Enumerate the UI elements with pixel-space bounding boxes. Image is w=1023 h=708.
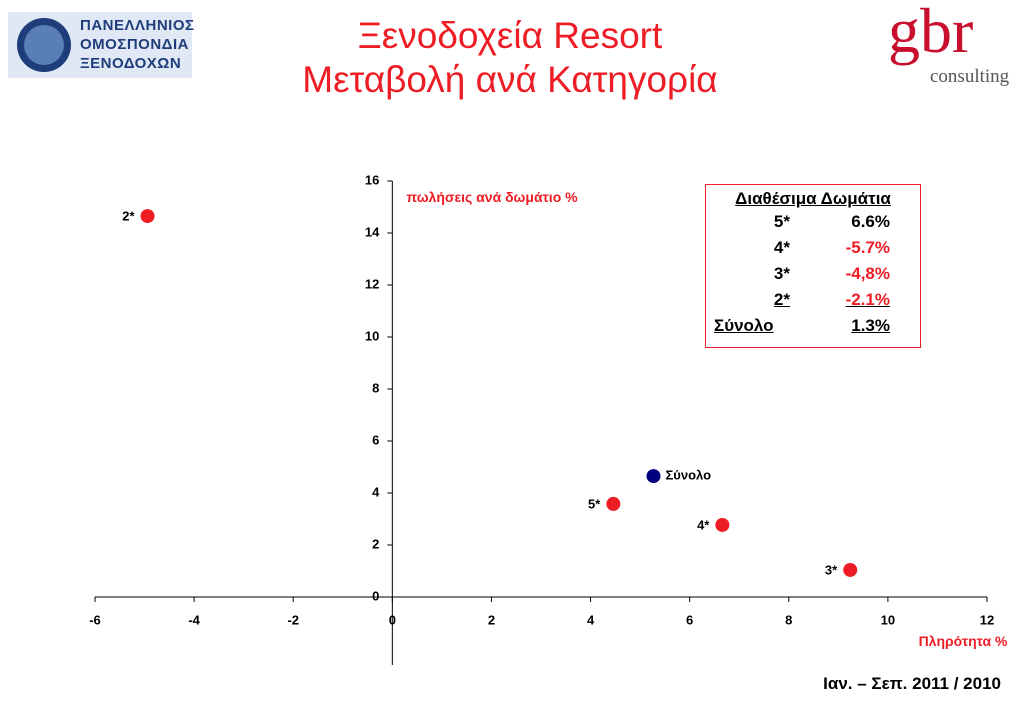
title-block: Ξενοδοχεία Resort Μεταβολή ανά Κατηγορία — [200, 14, 820, 102]
y-tick-label: 10 — [365, 328, 379, 343]
y-axis-label: πωλήσεις ανά δωμάτιο % — [406, 189, 578, 205]
table-label: 5* — [773, 212, 790, 231]
table-value: -2.1% — [845, 290, 890, 309]
table-label: Σύνολο — [714, 316, 774, 335]
logo-line: ΞΕΝΟΔΟΧΩΝ — [80, 55, 182, 72]
table-value: 6.6% — [851, 212, 890, 231]
logo-mark: gbr — [888, 0, 974, 66]
x-tick-label: -2 — [287, 612, 299, 627]
y-tick-label: 2 — [372, 536, 379, 551]
x-tick-label: 0 — [389, 612, 396, 627]
point-label: Σύνολο — [665, 468, 711, 483]
y-tick-label: 12 — [365, 276, 379, 291]
x-tick-label: 2 — [488, 612, 495, 627]
y-tick-label: 4 — [372, 484, 380, 499]
table-row: 4* -5.7% — [706, 235, 920, 261]
y-tick-label: 0 — [372, 588, 379, 603]
table-row: Σύνολο 1.3% — [706, 313, 920, 339]
table-label: 2* — [773, 290, 790, 309]
table: Διαθέσιμα Δωμάτια 5* 6.6% 4* -5.7% 3* -4,8% 2*… — [705, 184, 921, 348]
table-label: 4* — [773, 238, 790, 257]
table-row: 5* 6.6% — [706, 209, 920, 235]
x-tick-label: 12 — [980, 612, 994, 627]
logo-text: ΠΑΝΕΛΛΗΝΙΟΣ ΟΜΟΣΠΟΝΔΙΑ ΞΕΝΟΔΟΧΩΝ — [80, 16, 195, 73]
logo-sub: consulting — [930, 66, 1010, 87]
table-value: -5.7% — [845, 238, 890, 257]
point-label: 2* — [122, 209, 135, 224]
point — [715, 517, 730, 532]
chart-title: Ξενοδοχεία Resort — [357, 15, 663, 56]
footer: Ιαν. – Σεπ. 2011 / 2010 — [823, 674, 1001, 693]
x-tick-label: -4 — [188, 612, 200, 627]
table-label: 3* — [773, 264, 790, 283]
x-tick-label: -6 — [89, 612, 101, 627]
point — [646, 469, 661, 484]
logo-line: ΟΜΟΣΠΟΝΔΙΑ — [80, 36, 189, 53]
point-label: 4* — [697, 517, 710, 532]
x-tick-label: 6 — [686, 612, 693, 627]
y-tick-label: 6 — [372, 432, 379, 447]
point-label: 3* — [825, 562, 838, 577]
table-row: 3* -4,8% — [706, 261, 920, 287]
x-tick-label: 10 — [881, 612, 895, 627]
table-title: Διαθέσιμα Δωμάτια — [735, 189, 891, 208]
point-label: 5* — [588, 496, 601, 511]
x-axis-label: Πληρότητα % — [918, 633, 1008, 649]
logo-line: ΠΑΝΕΛΛΗΝΙΟΣ — [80, 17, 195, 34]
point — [140, 209, 155, 224]
y-tick-label: 16 — [365, 172, 379, 187]
x-tick-label: 8 — [785, 612, 792, 627]
table-value: -4,8% — [845, 264, 890, 283]
y-tick-label: 8 — [372, 380, 379, 395]
table-row: 2* -2.1% — [706, 287, 920, 313]
table-rows: 5* 6.6% 4* -5.7% 3* -4,8% 2* -2.1% Σύνολο 1.3% — [706, 209, 920, 339]
chart-subtitle: Μεταβολή ανά Κατηγορία — [302, 59, 718, 100]
y-tick-label: 14 — [365, 224, 380, 239]
logo-right: gbr consulting — [888, 0, 1023, 96]
logo-emblem — [17, 18, 71, 72]
logo-left: ΠΑΝΕΛΛΗΝΙΟΣ ΟΜΟΣΠΟΝΔΙΑ ΞΕΝΟΔΟΧΩΝ — [8, 12, 195, 78]
point — [843, 562, 858, 577]
x-tick-label: 4 — [587, 612, 595, 627]
table-value: 1.3% — [851, 316, 890, 335]
point — [606, 496, 621, 511]
